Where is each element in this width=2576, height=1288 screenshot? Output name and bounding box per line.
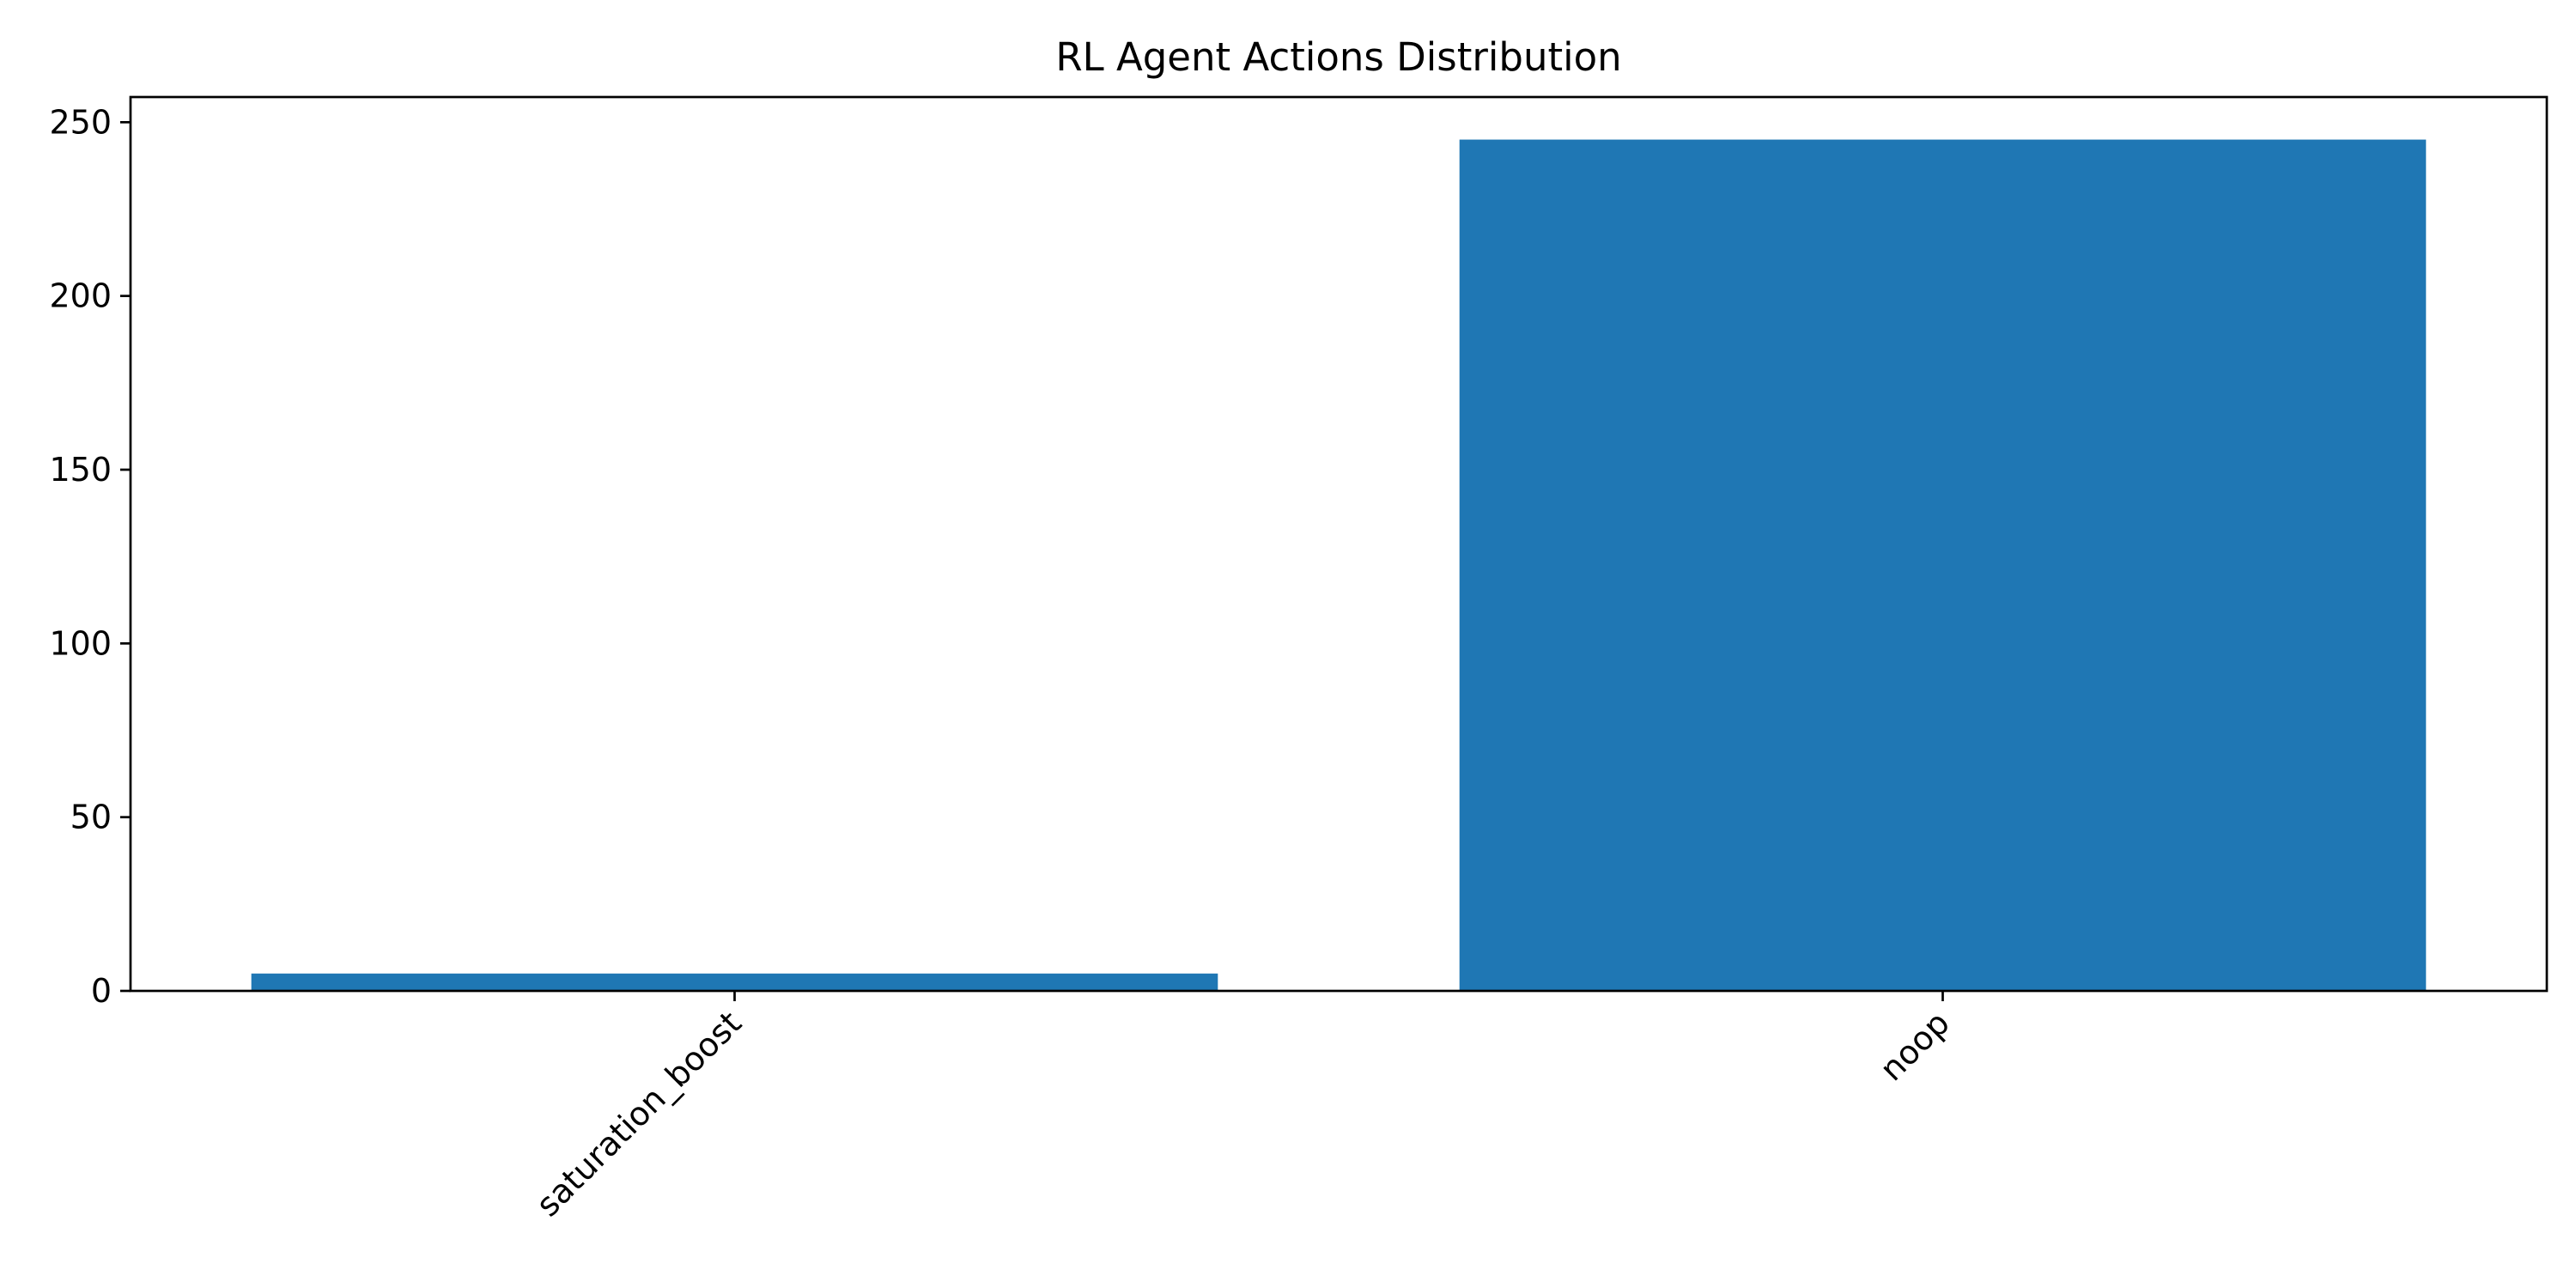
- bar-saturation_boost: [251, 973, 1218, 991]
- axes-frame: [129, 95, 2549, 993]
- chart-title: RL Agent Actions Distribution: [1055, 34, 1621, 80]
- y-tick-label: 250: [49, 103, 112, 141]
- bar-noop: [1459, 139, 2427, 992]
- y-tick-label: 100: [49, 624, 112, 662]
- y-axis: 0 50 100 150 200 250: [49, 103, 131, 1010]
- y-tick-label: 50: [70, 799, 112, 836]
- y-tick-label: 150: [49, 451, 112, 489]
- bars-group: [251, 139, 2427, 992]
- y-tick-label: 200: [49, 277, 112, 315]
- y-tick-label: 0: [91, 972, 112, 1010]
